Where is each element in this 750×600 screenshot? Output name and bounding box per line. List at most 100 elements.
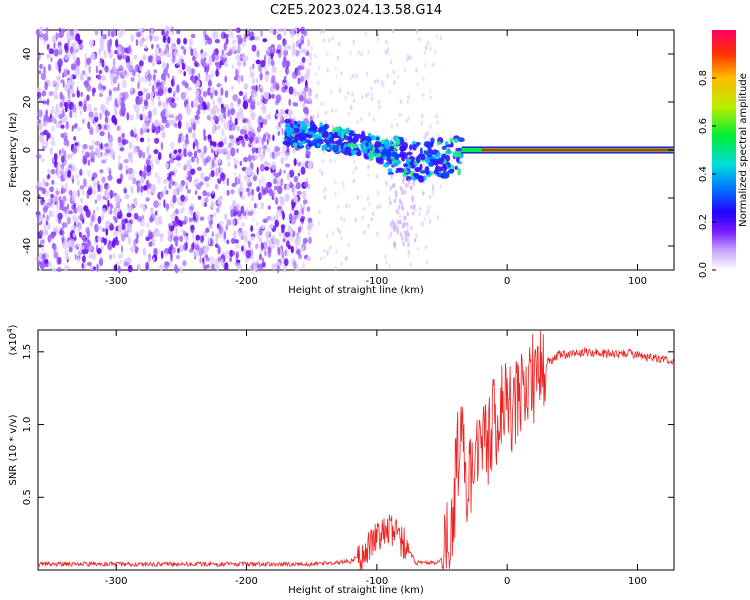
x-tick-label: -300 <box>105 276 128 287</box>
noise-speckle <box>292 44 296 52</box>
noise-speckle <box>241 222 245 228</box>
signal-blob <box>403 221 406 227</box>
noise-speckle <box>340 236 343 241</box>
noise-speckle <box>293 158 297 166</box>
noise-speckle <box>301 207 304 215</box>
noise-speckle <box>175 156 182 161</box>
noise-speckle <box>66 216 71 225</box>
noise-speckle <box>305 150 311 156</box>
noise-speckle <box>264 65 268 73</box>
noise-speckle <box>63 42 69 51</box>
noise-speckle <box>82 154 86 159</box>
noise-speckle <box>43 66 46 75</box>
noise-speckle <box>97 236 102 242</box>
signal-blob <box>420 153 426 161</box>
noise-speckle <box>96 194 103 202</box>
noise-speckle <box>115 38 119 48</box>
noise-speckle <box>174 122 178 128</box>
signal-blob <box>290 133 296 137</box>
noise-speckle <box>322 102 325 107</box>
noise-speckle <box>258 253 263 261</box>
noise-speckle <box>368 201 371 206</box>
noise-speckle <box>370 92 373 97</box>
signal-blob <box>406 231 409 237</box>
noise-speckle <box>288 169 295 178</box>
signal-blob <box>405 170 409 174</box>
signal-blob <box>320 125 327 133</box>
noise-speckle <box>295 185 298 189</box>
noise-speckle <box>196 166 202 171</box>
noise-speckle <box>86 261 92 267</box>
noise-speckle <box>393 80 396 85</box>
noise-speckle <box>269 27 274 34</box>
noise-speckle <box>124 165 129 171</box>
noise-speckle <box>99 169 104 174</box>
noise-speckle <box>307 217 313 223</box>
noise-speckle <box>212 212 217 217</box>
noise-speckle <box>207 214 211 222</box>
noise-speckle <box>230 209 234 218</box>
noise-speckle <box>229 249 234 258</box>
noise-speckle <box>164 248 170 255</box>
noise-speckle <box>258 227 263 236</box>
signal-blob <box>406 211 410 217</box>
noise-speckle <box>74 253 77 261</box>
noise-speckle <box>113 118 118 126</box>
noise-speckle <box>149 35 153 42</box>
noise-speckle <box>147 137 150 143</box>
signal-blob <box>442 171 450 179</box>
noise-speckle <box>350 106 353 111</box>
noise-speckle <box>56 79 59 86</box>
noise-speckle <box>331 36 335 42</box>
noise-speckle <box>271 93 275 99</box>
noise-speckle <box>236 210 242 217</box>
noise-speckle <box>84 151 90 159</box>
noise-speckle <box>39 135 44 143</box>
noise-speckle <box>218 226 224 235</box>
noise-speckle <box>190 224 195 234</box>
noise-speckle <box>265 230 271 236</box>
noise-speckle <box>276 28 279 33</box>
noise-speckle <box>282 238 286 243</box>
noise-speckle <box>80 42 84 50</box>
noise-speckle <box>277 265 280 274</box>
noise-speckle <box>315 72 318 77</box>
noise-speckle <box>114 108 118 117</box>
signal-blob <box>285 141 291 147</box>
noise-speckle <box>347 242 350 248</box>
noise-speckle <box>216 83 222 88</box>
noise-speckle <box>208 57 213 66</box>
noise-speckle <box>191 56 196 62</box>
noise-speckle <box>352 39 355 45</box>
noise-speckle <box>72 146 78 154</box>
noise-speckle <box>258 64 263 73</box>
noise-speckle <box>322 150 326 155</box>
noise-speckle <box>146 146 150 155</box>
noise-speckle <box>245 249 251 259</box>
noise-speckle <box>130 86 134 92</box>
noise-speckle <box>244 133 248 140</box>
noise-speckle <box>306 224 313 231</box>
signal-blob <box>454 165 458 170</box>
noise-speckle <box>46 214 50 222</box>
noise-speckle <box>300 246 304 252</box>
noise-speckle <box>166 30 169 37</box>
noise-speckle <box>93 238 97 245</box>
noise-speckle <box>150 207 154 214</box>
signal-blob <box>400 200 403 206</box>
noise-speckle <box>247 120 252 130</box>
noise-speckle <box>320 29 323 35</box>
noise-speckle <box>225 224 228 231</box>
noise-speckle <box>142 151 145 160</box>
signal-blob <box>425 151 433 157</box>
noise-speckle <box>334 66 337 72</box>
colorbar: 0.0 0.2 0.4 0.6 0.8 Normalized spectral ampl… <box>698 30 749 278</box>
noise-speckle <box>173 88 177 96</box>
noise-speckle <box>200 51 206 60</box>
noise-speckle <box>111 28 116 38</box>
noise-speckle <box>224 250 230 259</box>
noise-speckle <box>423 135 426 140</box>
signal-blob <box>395 193 398 199</box>
noise-speckle <box>190 33 196 39</box>
noise-speckle <box>103 189 110 199</box>
